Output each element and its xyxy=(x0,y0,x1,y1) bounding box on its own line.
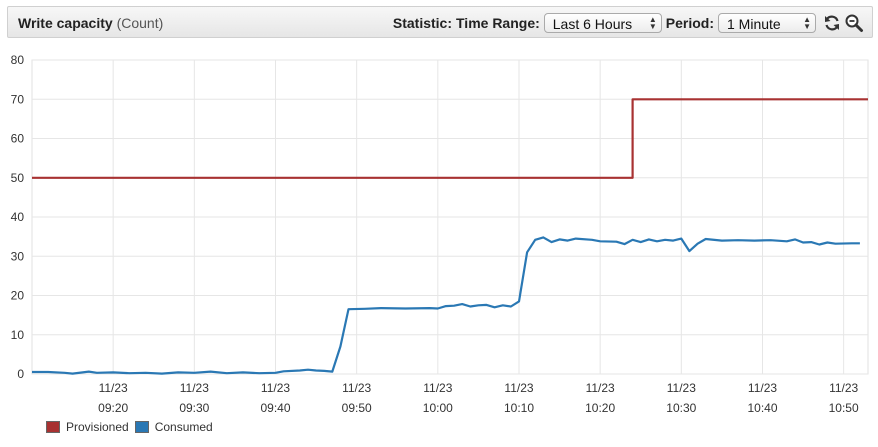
metric-name: Write capacity xyxy=(18,15,113,31)
chart-controls: Statistic: Time Range: Last 6 Hours ▲ ▼ P… xyxy=(393,11,864,35)
series-line-provisioned xyxy=(32,98,868,179)
chart-header: Write capacity (Count) Statistic: Time R… xyxy=(7,6,873,38)
x-tick-time: 09:30 xyxy=(179,401,209,415)
y-tick-label: 80 xyxy=(11,53,25,67)
x-tick-date: 11/23 xyxy=(342,381,371,395)
x-tick-time: 10:30 xyxy=(666,401,696,415)
series-lines xyxy=(32,98,868,375)
y-tick-label: 10 xyxy=(11,328,25,342)
x-tick-date: 11/23 xyxy=(586,381,615,395)
x-tick-time: 09:40 xyxy=(260,401,290,415)
series-line-consumed xyxy=(32,236,860,375)
y-tick-label: 20 xyxy=(11,289,25,303)
x-tick-time: 09:20 xyxy=(98,401,128,415)
x-tick-date: 11/23 xyxy=(261,381,290,395)
select-arrows-icon: ▲ ▼ xyxy=(648,15,657,31)
x-tick-date: 11/23 xyxy=(748,381,777,395)
y-tick-label: 30 xyxy=(11,249,25,263)
period-value: 1 Minute xyxy=(727,16,781,32)
y-tick-label: 0 xyxy=(17,367,24,381)
zoom-icon[interactable] xyxy=(844,13,864,33)
y-tick-label: 40 xyxy=(11,210,25,224)
x-tick-date: 11/23 xyxy=(667,381,696,395)
x-tick-time: 10:40 xyxy=(747,401,777,415)
time-range-value: Last 6 Hours xyxy=(552,16,633,32)
x-tick-date: 11/23 xyxy=(504,381,533,395)
period-label: Period: xyxy=(665,15,714,31)
legend-swatch-consumed xyxy=(134,421,149,433)
refresh-icon[interactable] xyxy=(822,13,842,33)
plot-area xyxy=(31,59,869,375)
x-tick-date: 11/23 xyxy=(423,381,452,395)
x-tick-time: 10:10 xyxy=(504,401,534,415)
legend-label-provisioned: Provisioned xyxy=(66,420,129,434)
time-range-label: Time Range: xyxy=(456,15,540,31)
period-select[interactable]: 1 Minute ▲ ▼ xyxy=(718,13,816,33)
x-tick-time: 09:50 xyxy=(342,401,372,415)
x-tick-time: 10:50 xyxy=(829,401,859,415)
legend-label-consumed: Consumed xyxy=(154,420,213,434)
time-range-select[interactable]: Last 6 Hours ▲ ▼ xyxy=(543,13,662,33)
legend-swatch-provisioned xyxy=(46,421,60,433)
legend-item-consumed[interactable]: Consumed xyxy=(134,420,213,434)
chart-title: Write capacity (Count) xyxy=(18,15,163,31)
legend: Provisioned Consumed xyxy=(46,420,219,434)
axes: 0 10 20 30 40 50 60 70 80 11/23 09:20 11/23 09:30 11/… xyxy=(11,53,859,415)
x-tick-time: 10:00 xyxy=(423,401,453,415)
x-tick-date: 11/23 xyxy=(99,381,128,395)
y-tick-label: 60 xyxy=(11,132,25,146)
legend-item-provisioned[interactable]: Provisioned xyxy=(46,420,129,434)
statistic-label: Statistic: xyxy=(392,15,452,31)
select-arrows-icon: ▲ ▼ xyxy=(803,15,811,31)
y-tick-label: 70 xyxy=(11,92,25,106)
grid xyxy=(31,59,869,375)
metric-unit: (Count) xyxy=(116,15,164,31)
y-tick-label: 50 xyxy=(11,171,25,185)
x-tick-time: 10:20 xyxy=(585,401,615,415)
x-tick-date: 11/23 xyxy=(180,381,209,395)
x-tick-date: 11/23 xyxy=(829,381,858,395)
